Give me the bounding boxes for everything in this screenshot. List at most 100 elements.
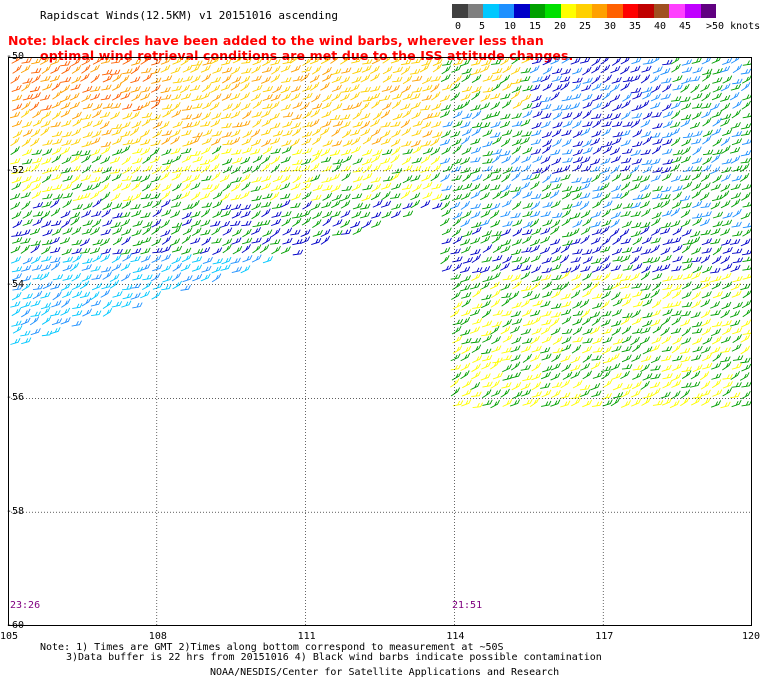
wind-barb	[151, 58, 162, 66]
wind-barb	[109, 69, 121, 75]
wind-barb	[219, 174, 230, 183]
wind-barb	[312, 136, 322, 146]
wind-barb	[450, 92, 460, 101]
wind-barb	[671, 373, 682, 382]
wind-barb	[640, 292, 651, 301]
wind-barb	[51, 100, 62, 109]
wind-barb	[722, 381, 733, 389]
wind-barb	[732, 208, 742, 218]
wind-barb	[561, 267, 572, 274]
wind-barb	[700, 202, 711, 208]
wind-barb	[72, 254, 82, 263]
wind-barb	[120, 92, 131, 100]
wind-barb	[112, 290, 123, 298]
wind-barb	[90, 64, 100, 73]
wind-barb	[241, 137, 252, 146]
wind-barb	[251, 65, 261, 74]
wind-barb	[610, 112, 621, 121]
wind-barb	[729, 310, 741, 318]
wind-barb	[50, 327, 61, 335]
wind-barb	[240, 265, 251, 274]
wind-barb	[491, 154, 501, 164]
wind-barb	[600, 57, 610, 65]
wind-barb	[541, 335, 552, 344]
wind-barb	[551, 303, 562, 309]
wind-barb	[529, 218, 540, 228]
wind-barb	[671, 200, 682, 209]
wind-barb	[700, 254, 711, 264]
wind-barb	[370, 85, 381, 92]
wind-barb	[680, 389, 691, 399]
wind-barb	[572, 248, 583, 255]
wind-barb	[482, 150, 494, 157]
wind-barb	[622, 312, 633, 319]
wind-barb	[591, 401, 603, 408]
wind-barb	[712, 149, 723, 156]
wind-barb	[251, 254, 262, 263]
wind-barb	[130, 85, 141, 93]
wind-barb	[620, 165, 631, 172]
wind-barb	[672, 255, 683, 263]
wind-barb	[172, 57, 183, 65]
wind-barb	[460, 200, 471, 210]
wind-barb	[242, 254, 253, 263]
wind-barb	[731, 130, 743, 138]
wind-barb	[211, 172, 221, 181]
wind-barb	[142, 274, 153, 281]
wind-barb	[42, 281, 53, 290]
wind-barb	[482, 389, 492, 399]
wind-barb	[202, 58, 213, 66]
wind-barb	[210, 153, 220, 163]
wind-barb	[30, 163, 40, 173]
wind-barb	[191, 256, 203, 263]
wind-barb	[131, 120, 142, 129]
wind-barb	[42, 186, 53, 193]
wind-barb	[79, 291, 91, 299]
wind-barb	[302, 201, 312, 210]
wind-barb	[491, 336, 501, 345]
wind-barb	[290, 92, 301, 101]
wind-barb	[562, 149, 573, 155]
wind-barb	[720, 137, 731, 146]
footer-credit: NOAA/NESDIS/Center for Satellite Applica…	[210, 667, 560, 678]
wind-barb	[162, 109, 172, 118]
wind-barb	[160, 86, 171, 94]
wind-barb	[701, 353, 712, 362]
wind-barb	[92, 109, 102, 119]
wind-barb	[591, 265, 602, 273]
wind-barb	[691, 271, 701, 280]
wind-barb	[222, 158, 233, 166]
wind-barb	[622, 148, 633, 154]
wind-barb	[451, 138, 462, 147]
wind-barb	[541, 183, 552, 192]
wind-barb	[112, 73, 122, 83]
wind-barb	[441, 227, 452, 236]
wind-barb	[200, 65, 211, 73]
wind-barb	[161, 209, 172, 217]
wind-barb	[652, 400, 664, 406]
wind-barb	[612, 338, 624, 345]
wind-barb	[300, 72, 310, 82]
wind-barb	[701, 238, 712, 246]
wind-barb	[582, 399, 593, 408]
wind-barb	[371, 183, 382, 193]
wind-barb	[581, 84, 592, 92]
wind-barb	[671, 290, 682, 299]
wind-barb	[660, 247, 671, 256]
wind-barb	[460, 135, 471, 145]
wind-barb	[712, 77, 723, 84]
wind-barb	[711, 255, 722, 265]
wind-barb	[121, 284, 133, 291]
wind-barb	[692, 213, 703, 219]
wind-barb	[510, 361, 521, 371]
wind-barb	[60, 317, 71, 325]
wind-barb	[40, 291, 51, 299]
wind-barb	[241, 220, 252, 227]
wind-barb	[41, 174, 52, 184]
wind-barb	[181, 234, 191, 244]
wind-barb	[320, 228, 331, 238]
wind-barb	[571, 83, 581, 92]
wind-barb	[571, 282, 582, 291]
wind-barb	[81, 114, 92, 120]
wind-barb	[452, 75, 462, 85]
